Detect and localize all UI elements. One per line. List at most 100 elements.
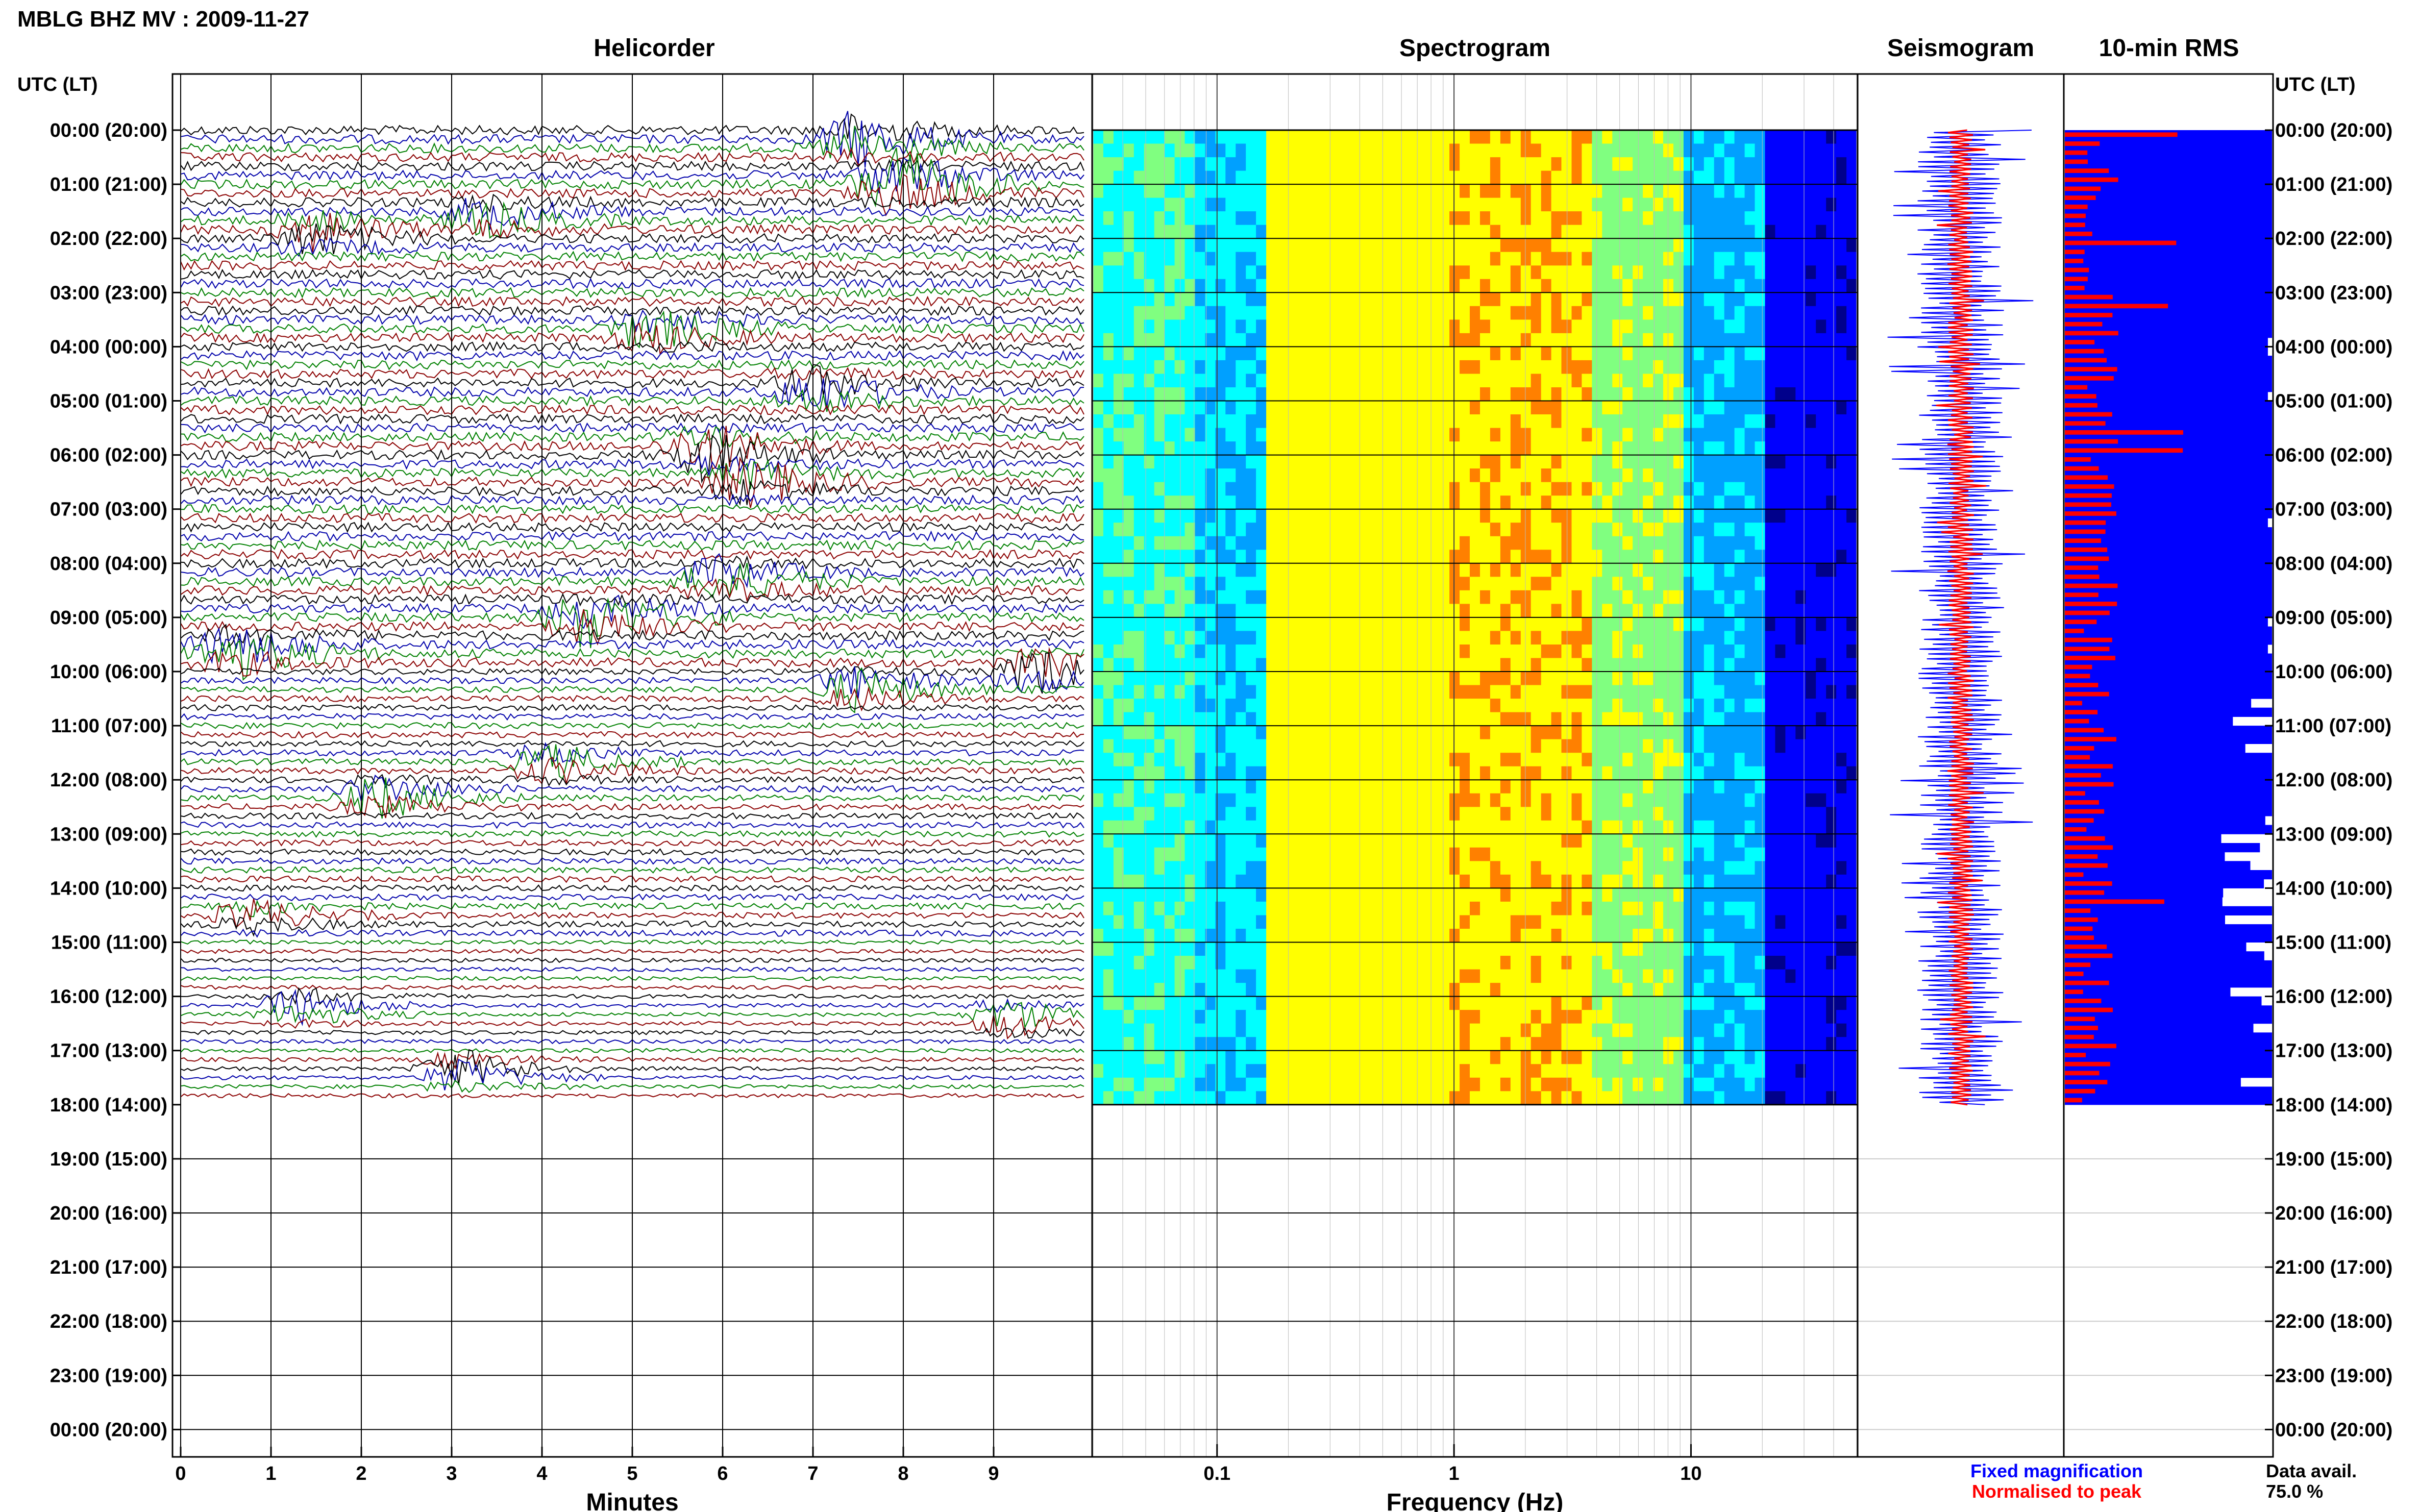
spectrogram-cell [1388,536,1399,551]
spectrogram-cell [1531,780,1542,794]
spectrogram-cell [1520,915,1532,929]
spectrogram-cell [1602,969,1613,983]
spectrogram-cell [1113,441,1124,456]
spectrogram-cell [1561,874,1572,889]
spectrogram-cell [1795,577,1806,591]
spectrogram-cell [1582,577,1593,591]
spectrogram-cell [1439,645,1450,659]
spectrogram-cell [1225,834,1236,848]
spectrogram-cell [1551,834,1562,848]
spectrogram-cell [1531,712,1542,726]
spectrogram-cell [1561,130,1572,144]
spectrogram-cell [1541,739,1552,753]
spectrogram-cell [1490,969,1501,983]
spectrogram-cell [1246,333,1256,348]
spectrogram-cell [1174,211,1186,226]
spectrogram-cell [1561,996,1572,1010]
spectrogram-cell [1582,184,1593,199]
spectrogram-cell [1337,225,1348,239]
spectrogram-cell [1602,847,1613,862]
spectrogram-cell [1357,306,1369,320]
spectrogram-cell [1439,793,1450,807]
spectrogram-cell [1337,726,1348,740]
spectrogram-cell [1409,820,1419,835]
spectrogram-cell [1357,645,1369,659]
spectrogram-cell [1693,739,1705,753]
spectrogram-cell [1409,482,1419,496]
spectrogram-cell [1520,901,1532,916]
spectrogram-cell [1398,956,1410,970]
spectrogram-cell [1734,820,1745,835]
spectrogram-cell [1653,197,1664,212]
spectrogram-cell [1622,563,1633,578]
spectrogram-cell [1103,739,1114,753]
spectrogram-cell [1480,685,1491,699]
spectrogram-cell [1490,319,1501,334]
spectrogram-cell [1368,969,1379,983]
spectrogram-cell [1378,956,1389,970]
spectrogram-cell [1419,333,1429,348]
spectrogram-cell [1357,942,1369,956]
spectrogram-cell [1663,590,1674,605]
spectrogram-cell [1327,929,1338,943]
spectrogram-cell [1225,401,1236,415]
spectrogram-cell [1246,739,1256,753]
spectrogram-cell [1470,184,1480,199]
spectrogram-cell [1439,265,1450,280]
spectrogram-cell [1561,346,1572,361]
spectrogram-cell [1816,157,1826,171]
spectrogram-cell [1592,184,1603,199]
spectrogram-cell [1561,753,1572,767]
spectrogram-cell [1693,536,1705,551]
spectrogram-cell [1133,577,1145,591]
spectrogram-cell [1378,509,1389,523]
spectrogram-cell [1673,590,1684,605]
spectrogram-cell [1510,888,1521,902]
spectrogram-cell [1551,523,1562,537]
spectrogram-cell [1643,523,1653,537]
spectrogram-cell [1693,563,1705,578]
spectrogram-cell [1103,915,1114,929]
spectrogram-cell [1561,672,1572,686]
spectrogram-cell [1368,143,1379,158]
spectrogram-cell [1683,184,1694,199]
spectrogram-cell [1633,455,1643,469]
spectrogram-cell [1256,915,1267,929]
spectrogram-cell [1419,360,1429,375]
spectrogram-cell [1714,414,1725,429]
spectrogram-cell [1225,157,1236,171]
spectrogram-cell [1653,238,1664,253]
spectrogram-cell [1531,346,1542,361]
spectrogram-cell [1510,523,1521,537]
spectrogram-cell [1123,577,1134,591]
spectrogram-cell [1602,807,1613,821]
spectrogram-cell [1775,225,1786,239]
spectrogram-cell [1673,197,1684,212]
spectrogram-cell [1480,983,1491,997]
spectrogram-cell [1460,915,1470,929]
spectrogram-cell [1480,225,1491,239]
spectrogram-cell [1673,428,1684,442]
spectrogram-cell [1093,996,1104,1010]
spectrogram-cell [1775,523,1786,537]
spectrogram-cell [1256,820,1267,835]
spectrogram-cell [1388,753,1399,767]
spectrogram-cell [1633,292,1643,307]
spectrogram-cell [1276,252,1287,266]
spectrogram-cell [1287,617,1297,632]
spectrogram-cell [1816,996,1826,1010]
spectrogram-cell [1582,482,1593,496]
spectrogram-cell [1704,319,1715,334]
spectrogram-cell [1612,672,1623,686]
spectrogram-cell [1826,170,1837,185]
spectrogram-cell [1592,996,1603,1010]
spectrogram-cell [1256,387,1267,402]
spectrogram-cell [1317,807,1328,821]
spectrogram-cell [1541,820,1552,835]
spectrogram-cell [1347,455,1359,469]
spectrogram-cell [1490,996,1501,1010]
spectrogram-cell [1795,333,1806,348]
spectrogram-cell [1205,265,1216,280]
spectrogram-cell [1460,523,1470,537]
spectrogram-cell [1133,563,1145,578]
